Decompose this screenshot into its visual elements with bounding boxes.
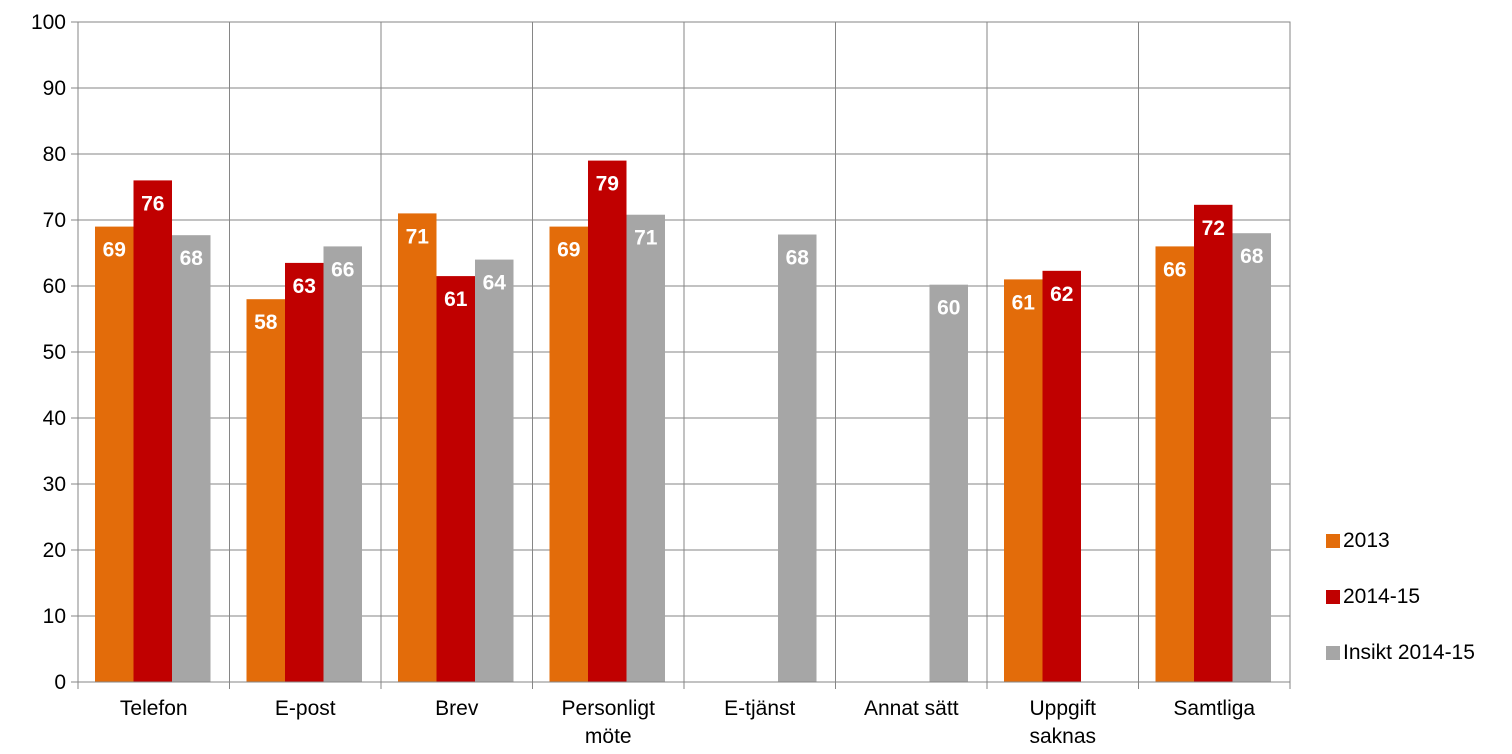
bar-2013 (549, 226, 588, 682)
legend-label: 2013 (1343, 529, 1390, 552)
x-category-label: Samtliga (1173, 697, 1255, 720)
data-label: 69 (103, 239, 126, 262)
legend-swatch (1326, 590, 1340, 604)
bar-2014-15 (1042, 270, 1081, 682)
bar-insikt-2014-15 (626, 214, 665, 682)
bar-insikt-2014-15 (778, 234, 817, 682)
data-label: 64 (483, 272, 507, 295)
y-tick-label: 100 (31, 11, 66, 34)
y-tick-label: 70 (43, 209, 66, 232)
bar-2013 (398, 213, 437, 682)
bar-2013 (1004, 279, 1043, 682)
bar-insikt-2014-15 (323, 246, 362, 682)
grid-lines (78, 21, 1290, 682)
x-category-label: Annat sätt (864, 697, 959, 720)
plot-area-border (77, 21, 1291, 683)
data-label: 61 (1012, 291, 1036, 314)
data-label: 66 (1163, 258, 1186, 281)
x-category-label: Uppgift saknas (1029, 697, 1096, 748)
data-label: 68 (1240, 245, 1264, 268)
data-label: 66 (331, 258, 354, 281)
y-tick-label: 90 (43, 77, 66, 100)
x-category-label: Telefon (120, 697, 188, 720)
legend-label: Insikt 2014-15 (1343, 641, 1475, 664)
bar-2014-15 (285, 262, 324, 682)
y-tick-label: 30 (43, 473, 66, 496)
y-tick-label: 10 (43, 605, 66, 628)
bars (95, 160, 1271, 683)
y-tick-label: 80 (43, 143, 66, 166)
data-label: 71 (634, 227, 658, 250)
x-category-label: Personligt möte (562, 697, 656, 748)
bar-2014-15 (436, 276, 475, 682)
bar-2014-15 (133, 180, 172, 682)
x-category-label: E-post (275, 697, 336, 720)
data-label: 63 (293, 275, 316, 298)
y-tick-label: 20 (43, 539, 66, 562)
bar-2013 (1155, 246, 1194, 682)
data-label: 58 (254, 311, 278, 334)
bar-insikt-2014-15 (929, 284, 968, 682)
legend-swatch (1326, 534, 1340, 548)
data-label: 60 (937, 297, 960, 320)
legend-label: 2014-15 (1343, 585, 1420, 608)
bar-2014-15 (588, 160, 627, 683)
y-tick-label: 40 (43, 407, 66, 430)
y-tick-label: 0 (54, 671, 66, 694)
legend: 2013 2014-15 Insikt 2014-15 (1326, 529, 1475, 664)
data-label: 62 (1050, 283, 1073, 306)
y-tick-label: 60 (43, 275, 66, 298)
bar-2013 (246, 299, 285, 682)
bar-insikt-2014-15 (1232, 233, 1271, 682)
data-label: 79 (596, 173, 619, 196)
x-category-label: Brev (435, 697, 479, 720)
axes: 0 10 20 30 40 50 60 70 80 90 100 Telefon E-post Brev P… (31, 11, 1291, 748)
data-label: 72 (1202, 217, 1225, 240)
data-label: 68 (786, 247, 810, 270)
data-label: 76 (141, 192, 164, 215)
bar-insikt-2014-15 (475, 259, 514, 682)
data-labels: 69 58 71 69 61 66 76 63 61 79 62 72 68 66 64 71 68 60 68 (103, 173, 1264, 335)
x-category-label: E-tjänst (724, 697, 795, 720)
data-label: 68 (180, 247, 204, 270)
data-label: 69 (557, 239, 580, 262)
bar-2014-15 (1194, 204, 1233, 682)
bar-2013 (95, 226, 134, 682)
y-tick-label: 50 (43, 341, 66, 364)
legend-swatch (1326, 646, 1340, 660)
bar-insikt-2014-15 (172, 235, 211, 682)
data-label: 61 (444, 288, 468, 311)
data-label: 71 (406, 225, 430, 248)
